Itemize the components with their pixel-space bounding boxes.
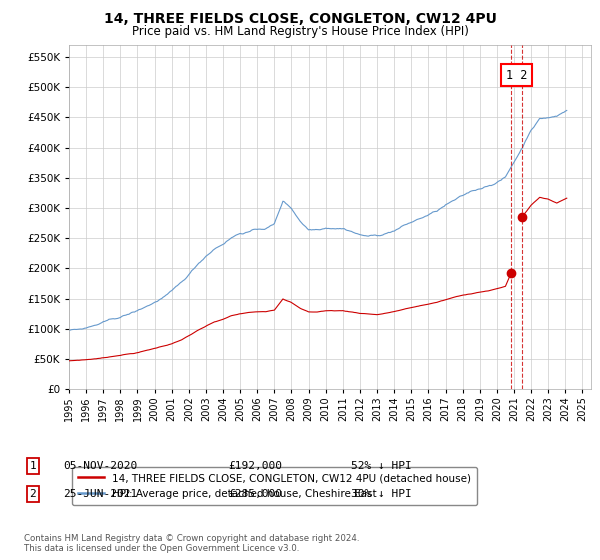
Text: 1: 1 — [29, 461, 37, 471]
Text: 14, THREE FIELDS CLOSE, CONGLETON, CW12 4PU: 14, THREE FIELDS CLOSE, CONGLETON, CW12 … — [104, 12, 496, 26]
Text: £192,000: £192,000 — [228, 461, 282, 471]
Text: 25-JUN-2021: 25-JUN-2021 — [63, 489, 137, 499]
Text: Contains HM Land Registry data © Crown copyright and database right 2024.
This d: Contains HM Land Registry data © Crown c… — [24, 534, 359, 553]
Text: 1 2: 1 2 — [506, 68, 527, 82]
Text: 30% ↓ HPI: 30% ↓ HPI — [351, 489, 412, 499]
Legend: 14, THREE FIELDS CLOSE, CONGLETON, CW12 4PU (detached house), HPI: Average price: 14, THREE FIELDS CLOSE, CONGLETON, CW12 … — [71, 466, 478, 505]
Text: 05-NOV-2020: 05-NOV-2020 — [63, 461, 137, 471]
Text: 52% ↓ HPI: 52% ↓ HPI — [351, 461, 412, 471]
Text: Price paid vs. HM Land Registry's House Price Index (HPI): Price paid vs. HM Land Registry's House … — [131, 25, 469, 38]
Text: £285,000: £285,000 — [228, 489, 282, 499]
Text: 2: 2 — [29, 489, 37, 499]
